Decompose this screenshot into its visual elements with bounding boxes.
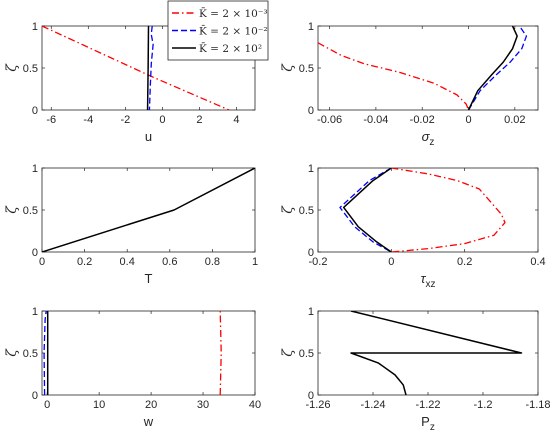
x-tick-label: -0.02 bbox=[410, 114, 435, 126]
x-axis-label: Pz bbox=[421, 414, 435, 433]
x-tick-label: -1.2 bbox=[474, 399, 493, 411]
series-line-2 bbox=[467, 26, 528, 110]
series-group bbox=[42, 26, 230, 110]
x-tick-label: 0.8 bbox=[205, 256, 220, 268]
y-tick-label: 0 bbox=[32, 247, 38, 259]
y-tick-label: 1 bbox=[32, 163, 38, 175]
series-line-3 bbox=[467, 26, 518, 110]
x-tick-label: 0 bbox=[44, 399, 50, 411]
subplot-5: 0 10 20 30 40 0 0.5 1 w ζ bbox=[4, 306, 261, 429]
x-tick-label: -0.2 bbox=[309, 256, 328, 268]
x-tick-label: 0.02 bbox=[504, 114, 525, 126]
series-group bbox=[350, 311, 523, 395]
series-line-1 bbox=[42, 168, 255, 252]
series-group bbox=[43, 311, 222, 395]
y-tick-label: 0 bbox=[32, 390, 38, 402]
x-tick-label: 20 bbox=[145, 399, 157, 411]
x-tick-label: 0.6 bbox=[162, 256, 177, 268]
x-tick-label: -6 bbox=[46, 114, 56, 126]
y-axis-label: ζ bbox=[280, 205, 296, 214]
x-tick-label: -1.18 bbox=[525, 399, 550, 411]
legend: K̄ = 2 × 10⁻³ K̄ = 2 × 10⁻² K̄ = 2 × 10² bbox=[167, 0, 269, 61]
series-line-3 bbox=[146, 26, 150, 110]
y-tick-label: 1 bbox=[308, 306, 314, 318]
y-tick-label: 0.5 bbox=[23, 348, 38, 360]
y-tick-label: 0 bbox=[308, 390, 314, 402]
x-tick-label: -1.22 bbox=[415, 399, 440, 411]
legend-label-3: K̄ = 2 × 10² bbox=[199, 42, 262, 55]
y-axis-label: ζ bbox=[4, 348, 20, 357]
x-axis-label: T bbox=[145, 271, 153, 286]
series-line-2 bbox=[43, 311, 47, 395]
series-line-1 bbox=[350, 311, 523, 395]
y-axis-label: ζ bbox=[280, 63, 296, 72]
x-tick-label: -1.26 bbox=[305, 399, 330, 411]
x-tick-label: 4 bbox=[233, 114, 239, 126]
x-tick-label: 2 bbox=[196, 114, 202, 126]
x-axis-label: w bbox=[143, 414, 154, 429]
y-axis-label: ζ bbox=[280, 348, 296, 357]
axes-frame bbox=[41, 310, 256, 396]
axes-frame bbox=[41, 167, 256, 253]
legend-label-2: K̄ = 2 × 10⁻² bbox=[199, 25, 268, 38]
x-tick-label: -1.24 bbox=[360, 399, 385, 411]
series-group bbox=[318, 26, 528, 110]
series-line-2 bbox=[339, 168, 392, 252]
series-line-1 bbox=[318, 42, 470, 110]
x-axis-label: σz bbox=[422, 129, 435, 148]
x-tick-label: 0.4 bbox=[120, 256, 135, 268]
x-tick-label: 0.2 bbox=[457, 256, 472, 268]
x-tick-label: 30 bbox=[197, 399, 209, 411]
x-tick-label: 0 bbox=[159, 114, 165, 126]
y-tick-label: 0.5 bbox=[23, 63, 38, 75]
y-tick-label: 1 bbox=[32, 306, 38, 318]
x-tick-label: 0.4 bbox=[530, 256, 545, 268]
y-tick-label: 0.5 bbox=[23, 205, 38, 217]
series-line-2 bbox=[148, 26, 154, 110]
x-tick-label: 10 bbox=[93, 399, 105, 411]
x-tick-label: 0 bbox=[465, 114, 471, 126]
series-line-3 bbox=[342, 168, 392, 252]
y-tick-label: 1 bbox=[308, 163, 314, 175]
x-tick-label: -4 bbox=[83, 114, 93, 126]
y-tick-label: 1 bbox=[308, 21, 314, 33]
y-tick-label: 0 bbox=[32, 105, 38, 117]
series-line-1 bbox=[391, 168, 506, 252]
legend-label-1: K̄ = 2 × 10⁻³ bbox=[199, 7, 268, 20]
series-group bbox=[42, 168, 255, 252]
y-axis-label: ζ bbox=[4, 63, 20, 72]
x-axis-label: τxz bbox=[421, 271, 436, 290]
y-tick-label: 1 bbox=[32, 21, 38, 33]
subplot-2: -0.06 -0.04 -0.02 0 0.02 0 0.5 1 σz ζ bbox=[280, 21, 539, 148]
axes-frame bbox=[317, 25, 539, 111]
y-axis-label: ζ bbox=[4, 205, 20, 214]
x-tick-label: 0.2 bbox=[77, 256, 92, 268]
x-tick-label: 0 bbox=[39, 256, 45, 268]
x-tick-label: 40 bbox=[249, 399, 261, 411]
x-tick-label: -2 bbox=[120, 114, 130, 126]
axes-frame bbox=[317, 167, 539, 253]
subplot-3: 0 0.2 0.4 0.6 0.8 1 0 0.5 1 Tζ bbox=[4, 163, 258, 286]
y-tick-label: 0.5 bbox=[299, 348, 314, 360]
x-tick-label: -0.06 bbox=[317, 114, 342, 126]
x-tick-label: 1 bbox=[252, 256, 258, 268]
y-tick-label: 0.5 bbox=[299, 205, 314, 217]
x-tick-label: 0 bbox=[388, 256, 394, 268]
y-tick-label: 0.5 bbox=[299, 63, 314, 75]
y-tick-label: 0 bbox=[308, 105, 314, 117]
x-axis-label: u bbox=[145, 129, 152, 144]
subplot-6: -1.26 -1.24 -1.22 -1.2 -1.18 0 0.5 1 Pz ζ bbox=[280, 306, 550, 433]
x-tick-label: -0.04 bbox=[363, 114, 388, 126]
y-tick-label: 0 bbox=[308, 247, 314, 259]
series-group bbox=[339, 168, 506, 252]
